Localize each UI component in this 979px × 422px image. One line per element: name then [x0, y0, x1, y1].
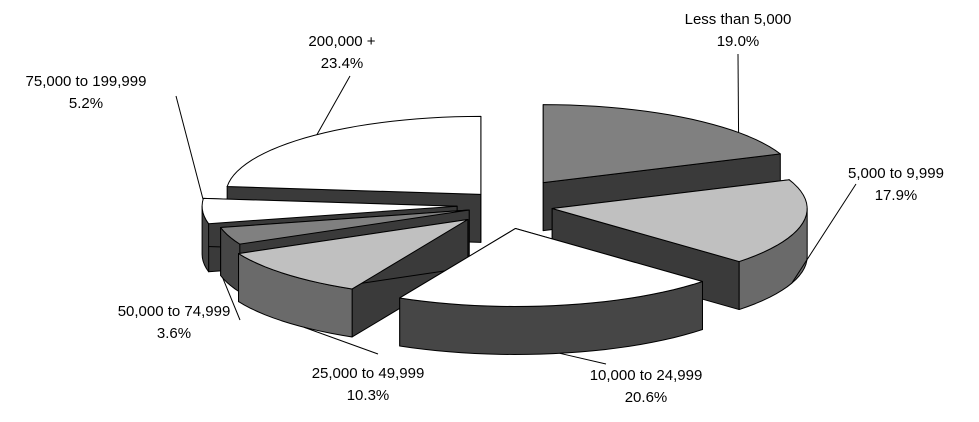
pie-slices [201, 104, 808, 355]
label-200000-plus: 200,000 + [308, 33, 375, 50]
pie-slice [238, 218, 469, 338]
label-10000-to-24999: 10,000 to 24,999 [590, 367, 703, 384]
leader-line [175, 95, 204, 200]
value-less-than-5000: 19.0% [717, 33, 760, 50]
label-less-than-5000: Less than 5,000 [685, 11, 792, 28]
value-5000-to-9999: 17.9% [875, 187, 918, 204]
pie-slice-top [238, 218, 469, 290]
pie-slice-top [542, 104, 781, 184]
value-200000-plus: 23.4% [321, 55, 364, 72]
value-75000-to-199999: 5.2% [69, 95, 103, 112]
label-50000-to-74999: 50,000 to 74,999 [118, 303, 231, 320]
pie-slice-top [551, 179, 808, 263]
pie-slice [399, 227, 703, 355]
leader-line [222, 278, 241, 321]
slice-labels: Less than 5,000 19.0% 5,000 to 9,999 17.… [26, 11, 944, 406]
leader-line [316, 75, 351, 135]
value-10000-to-24999: 20.6% [625, 389, 668, 406]
value-50000-to-74999: 3.6% [157, 325, 191, 342]
value-25000-to-49999: 10.3% [347, 387, 390, 404]
pie-slice-top [201, 197, 458, 225]
leader-line [303, 326, 379, 355]
pie-slice-top [220, 209, 470, 245]
leader-line [737, 53, 740, 133]
leader-line [791, 183, 857, 284]
label-5000-to-9999: 5,000 to 9,999 [848, 165, 944, 182]
pie-slice-top [399, 227, 703, 307]
pie-slice-top [226, 115, 482, 195]
label-75000-to-199999: 75,000 to 199,999 [26, 73, 147, 90]
leader-line [559, 352, 607, 365]
label-25000-to-49999: 25,000 to 49,999 [312, 365, 425, 382]
leader-lines [175, 53, 857, 365]
